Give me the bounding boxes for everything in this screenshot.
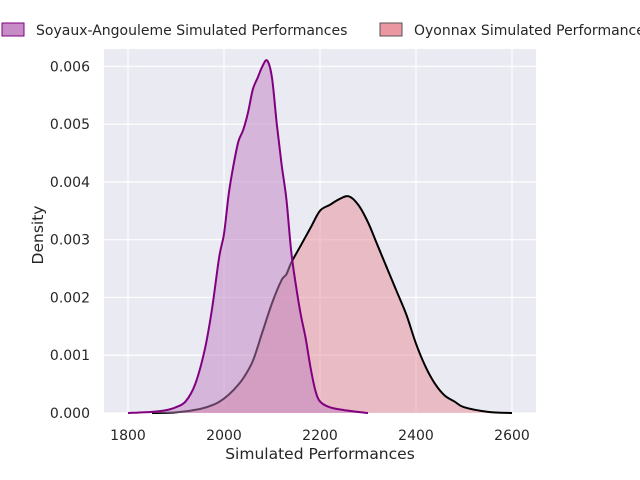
density-area-1 bbox=[152, 196, 512, 413]
y-tick-label: 0.005 bbox=[50, 117, 90, 133]
legend: Soyaux-Angouleme Simulated Performances … bbox=[1, 22, 640, 39]
y-tick-label: 0.000 bbox=[50, 406, 90, 422]
legend-swatch-oyonnax bbox=[379, 22, 403, 37]
legend-label-soyaux: Soyaux-Angouleme Simulated Performances bbox=[36, 23, 347, 39]
x-tick-label: 2200 bbox=[302, 428, 338, 444]
density-line-0 bbox=[127, 59, 369, 414]
x-axis-label: Simulated Performances bbox=[225, 445, 415, 463]
density-areas bbox=[127, 59, 513, 414]
y-axis-label: Density bbox=[29, 206, 47, 265]
x-axis-ticks: 1800 2000 2200 2400 2600 bbox=[110, 428, 530, 444]
y-tick-label: 0.001 bbox=[50, 348, 90, 364]
x-tick-label: 2600 bbox=[494, 428, 530, 444]
x-tick-label: 2000 bbox=[206, 428, 242, 444]
y-tick-label: 0.002 bbox=[50, 290, 90, 306]
legend-label-oyonnax: Oyonnax Simulated Performances bbox=[414, 23, 640, 39]
legend-swatch-soyaux bbox=[1, 22, 25, 37]
y-tick-label: 0.003 bbox=[50, 233, 90, 249]
x-tick-label: 2400 bbox=[398, 428, 434, 444]
density-area-0 bbox=[128, 60, 368, 413]
x-tick-label: 1800 bbox=[110, 428, 146, 444]
y-tick-label: 0.006 bbox=[50, 59, 90, 75]
y-axis-ticks: 0.000 0.001 0.002 0.003 0.004 0.005 0.006 bbox=[50, 59, 90, 422]
y-tick-label: 0.004 bbox=[50, 175, 90, 191]
